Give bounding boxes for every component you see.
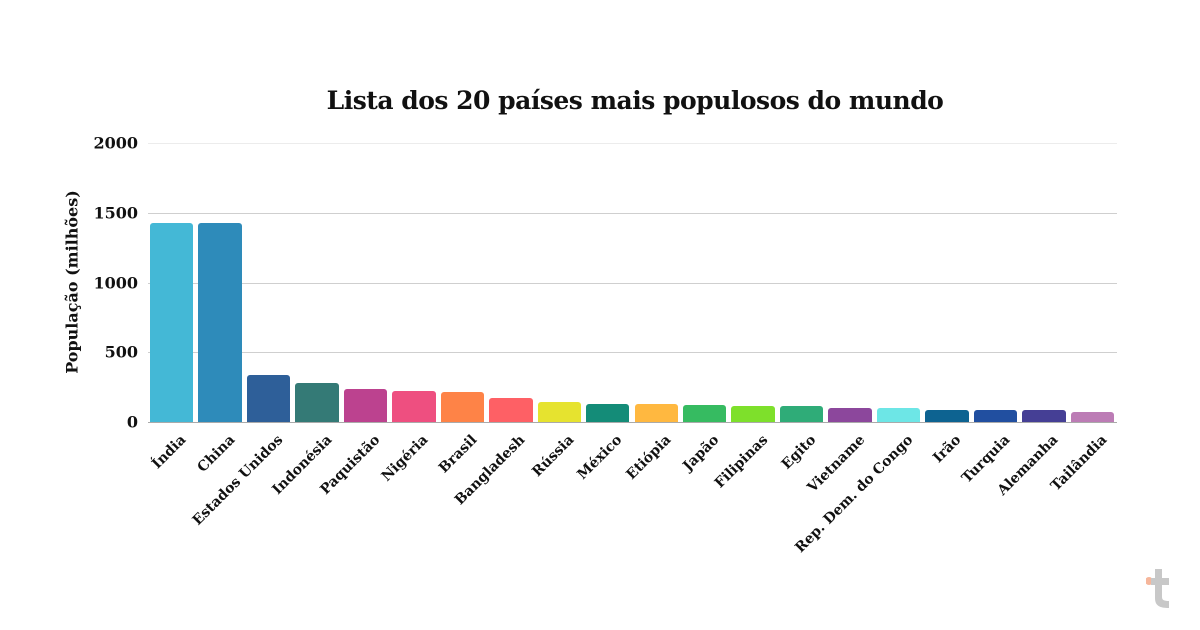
plot-area (148, 143, 1117, 423)
bar[interactable] (295, 383, 339, 422)
bar[interactable] (682, 404, 727, 422)
bar[interactable] (537, 401, 582, 422)
y-tick-label: 2000 (93, 133, 138, 153)
bar[interactable] (392, 390, 436, 422)
bar[interactable] (876, 407, 921, 422)
x-tick-label: Índia (149, 432, 190, 473)
bar[interactable] (779, 406, 824, 422)
gridline (148, 143, 1117, 144)
bar[interactable] (343, 388, 388, 422)
y-tick-label: 1500 (93, 203, 138, 223)
x-tick-label: Brasil (435, 432, 481, 477)
bar[interactable] (198, 223, 242, 422)
x-tick-label: México (574, 432, 626, 483)
bar[interactable] (925, 409, 969, 422)
bar[interactable] (634, 404, 678, 422)
brand-logo-icon (1146, 569, 1169, 608)
bar[interactable] (150, 222, 194, 422)
x-tick-label: Egito (778, 432, 820, 473)
gridline (148, 352, 1117, 354)
chart-title: Lista dos 20 países mais populosos do mu… (326, 86, 944, 115)
x-tick-label: Nigéria (379, 432, 432, 485)
bar[interactable] (246, 374, 291, 422)
x-tick-label: China (194, 432, 238, 476)
bar[interactable] (828, 408, 872, 422)
bar[interactable] (440, 391, 485, 422)
x-tick-label: Rússia (529, 432, 578, 481)
gridline (148, 422, 1117, 423)
bar[interactable] (1070, 411, 1114, 422)
x-tick-label: Irão (930, 432, 965, 467)
y-tick-label: 1000 (93, 273, 138, 292)
bar[interactable] (1022, 410, 1066, 422)
x-tick-label: Etiópia (623, 432, 675, 483)
y-tick-label: 0 (126, 412, 138, 432)
bar[interactable] (731, 405, 775, 422)
bar[interactable] (586, 404, 630, 422)
gridline (148, 282, 1117, 284)
y-tick-label: 500 (104, 342, 138, 362)
x-tick-label: Japão (680, 432, 723, 475)
bar[interactable] (973, 410, 1018, 422)
gridline (148, 212, 1117, 214)
x-tick-label: Estados Unidos (189, 432, 287, 529)
bar[interactable] (489, 397, 533, 422)
